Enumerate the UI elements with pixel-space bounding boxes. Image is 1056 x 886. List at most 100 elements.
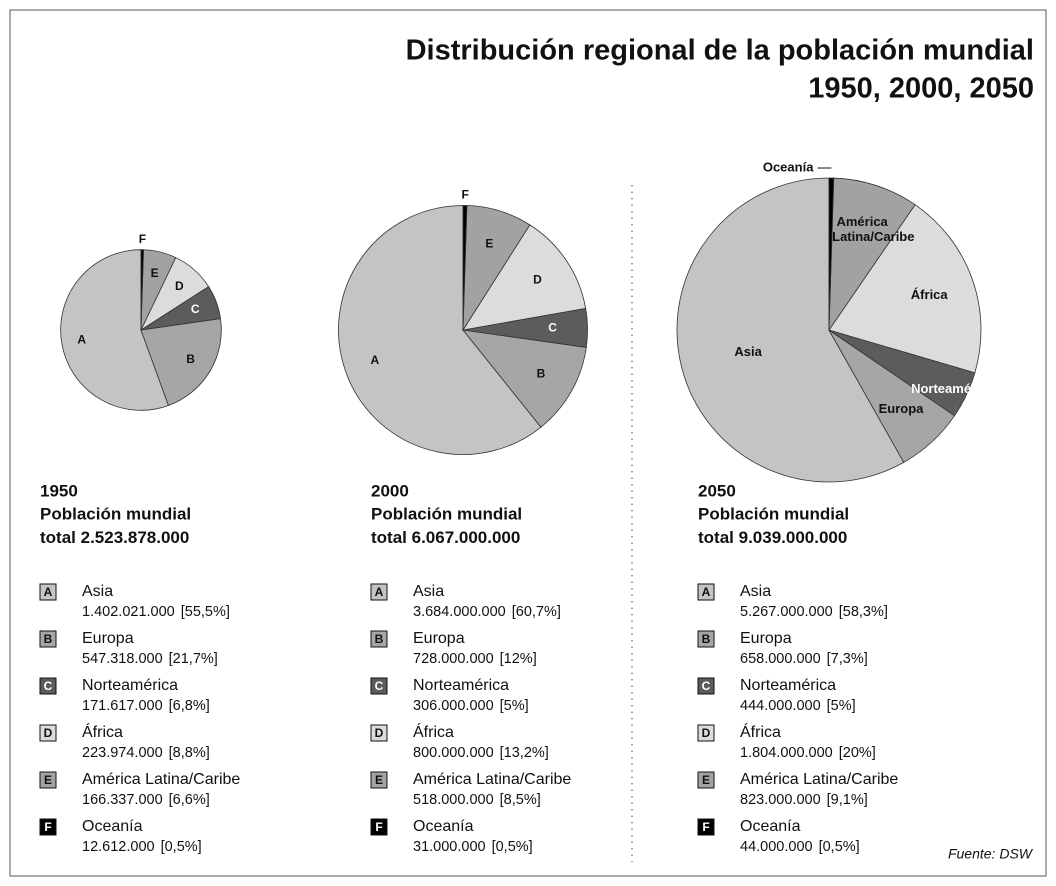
percentage: [21,7%] — [169, 651, 218, 667]
legend-letter: A — [44, 585, 53, 599]
slice-label: C — [548, 321, 557, 335]
slice-label-wrap: América Latina/Caribe — [807, 205, 917, 253]
legend-name: América Latina/Caribe — [82, 771, 240, 788]
legend-letter: C — [702, 679, 711, 693]
legend-swatch — [370, 583, 388, 601]
total-value: 9.039.000.000 — [739, 528, 848, 547]
legend-letter: D — [44, 726, 53, 740]
legend-letter: A — [702, 585, 711, 599]
slice-label: B — [537, 367, 546, 381]
legend-name: América Latina/Caribe — [740, 771, 898, 788]
legend-swatch — [39, 677, 57, 695]
subtitle: Población mundial — [371, 504, 522, 523]
legend-swatch — [370, 818, 388, 836]
legend-name: América Latina/Caribe — [413, 771, 571, 788]
legend-name: África — [82, 722, 123, 741]
population: 518.000.000 — [413, 792, 494, 808]
population: 823.000.000 — [740, 792, 821, 808]
year: 2000 — [371, 481, 409, 500]
percentage: [8,5%] — [500, 792, 541, 808]
percentage: [0,5%] — [492, 839, 533, 855]
population: 306.000.000 — [413, 698, 494, 714]
legend-swatch — [697, 677, 715, 695]
legend-value: 3.684.000.000 [60,7%] — [413, 604, 561, 620]
population: 3.684.000.000 — [413, 604, 506, 620]
percentage: [0,5%] — [161, 839, 202, 855]
population: 44.000.000 — [740, 839, 813, 855]
legend-value: 800.000.000 [13,2%] — [413, 745, 549, 761]
legend-letter: C — [375, 679, 384, 693]
legend-letter: D — [702, 726, 711, 740]
population: 5.267.000.000 — [740, 604, 833, 620]
slice-label-box: África — [884, 270, 974, 318]
pie-slice — [828, 177, 835, 331]
slice-label: C — [191, 302, 200, 316]
legend-swatch — [370, 677, 388, 695]
legend-swatch — [39, 818, 57, 836]
slice-label-box: Asia — [734, 344, 761, 359]
slice-label: África — [910, 286, 948, 302]
percentage: [9,1%] — [827, 792, 868, 808]
year: 1950 — [40, 481, 78, 500]
legend-value: 44.000.000 [0,5%] — [740, 839, 860, 855]
legend-value: 728.000.000 [12%] — [413, 651, 537, 667]
legend-value: 658.000.000 [7,3%] — [740, 651, 868, 667]
legend-letter: F — [44, 820, 51, 834]
slice-label: A — [77, 333, 86, 347]
legend-name: Asia — [740, 583, 771, 600]
percentage: [60,7%] — [512, 604, 561, 620]
slice-label-wrap: África — [884, 270, 974, 318]
legend-swatch — [697, 771, 715, 789]
pie — [338, 205, 588, 455]
legend-value: 12.612.000 [0,5%] — [82, 839, 202, 855]
population: 31.000.000 — [413, 839, 486, 855]
percentage: [7,3%] — [827, 651, 868, 667]
year: 2050 — [698, 481, 736, 500]
legend-name: Europa — [740, 630, 792, 647]
legend-name: Asia — [413, 583, 444, 600]
legend-value: 518.000.000 [8,5%] — [413, 792, 541, 808]
pie-slice — [828, 204, 982, 374]
legend-value: 547.318.000 [21,7%] — [82, 651, 218, 667]
legend-value: 31.000.000 [0,5%] — [413, 839, 533, 855]
slice-label-box: Europa — [846, 384, 956, 432]
legend-value: 444.000.000 [5%] — [740, 698, 856, 714]
percentage: [12%] — [500, 651, 537, 667]
legend-value: 166.337.000 [6,6%] — [82, 792, 210, 808]
subtitle: Población mundial — [698, 504, 849, 523]
legend-value: 1.804.000.000 [20%] — [740, 745, 876, 761]
percentage: [8,8%] — [169, 745, 210, 761]
legend-value: 306.000.000 [5%] — [413, 698, 529, 714]
population: 728.000.000 — [413, 651, 494, 667]
source: Fuente: DSW — [948, 846, 1034, 862]
legend-name: Oceanía — [740, 818, 801, 835]
legend-value: 823.000.000 [9,1%] — [740, 792, 868, 808]
legend-name: África — [413, 722, 454, 741]
slice-label: E — [151, 266, 159, 280]
population: 547.318.000 — [82, 651, 163, 667]
population: 658.000.000 — [740, 651, 821, 667]
title-line: Distribución regional de la población mu… — [406, 35, 1034, 67]
total-value: 6.067.000.000 — [412, 528, 521, 547]
legend-name: Asia — [82, 583, 113, 600]
legend-name: Norteamérica — [740, 677, 836, 694]
legend-swatch — [39, 771, 57, 789]
population: 800.000.000 — [413, 745, 494, 761]
legend-letter: A — [375, 585, 384, 599]
percentage: [13,2%] — [500, 745, 549, 761]
percentage: [5%] — [500, 698, 529, 714]
slice-label: F — [139, 232, 146, 246]
slice-label-wrap: Europa — [846, 384, 956, 432]
legend-letter: B — [702, 632, 711, 646]
legend-letter: F — [375, 820, 382, 834]
legend-swatch — [697, 583, 715, 601]
total: total 2.523.878.000 — [40, 528, 189, 547]
legend-name: Oceanía — [413, 818, 474, 835]
frame — [9, 9, 1047, 877]
pie — [60, 249, 222, 411]
legend-value: 1.402.021.000 [55,5%] — [82, 604, 230, 620]
population: 171.617.000 — [82, 698, 163, 714]
slice-label: E — [485, 236, 493, 250]
population: 1.804.000.000 — [740, 745, 833, 761]
